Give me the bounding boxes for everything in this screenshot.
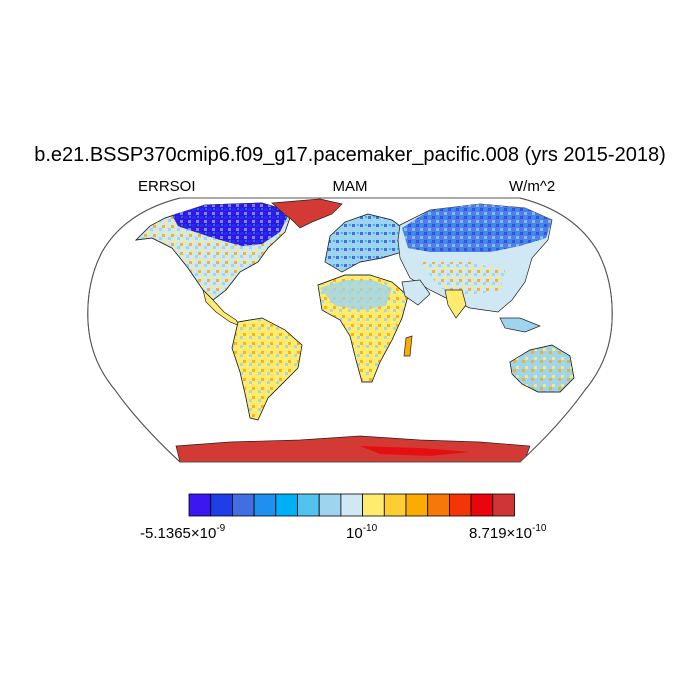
colorbar-min-label: -5.1365×10-9 [140,523,226,542]
colorbar-swatch-6 [318,493,342,517]
southeast-asia [499,317,541,333]
south-america [231,317,303,421]
colorbar-swatch-11 [427,493,450,517]
africa [317,274,409,383]
india [444,289,467,319]
colorbar-swatch-5 [297,493,320,517]
colorbar-swatch-3 [253,493,277,517]
map-title: b.e21.BSSP370cmip6.f09_g17.pacemaker_pac… [34,144,666,166]
antarctica [175,435,531,462]
europe [324,213,409,273]
australia [509,344,575,393]
colorbar-swatch-0 [188,493,212,517]
colorbar-max-label: 8.719×10-10 [469,523,547,542]
greenland [271,198,343,229]
colorbar-swatch-9 [383,493,407,517]
colorbar-swatch-12 [448,493,472,517]
madagascar [403,335,413,357]
arabia [401,279,431,306]
asia [397,203,553,313]
colorbar-mid-label: 10-10 [346,523,378,542]
variable-label: ERRSOI [138,178,196,195]
colorbar-swatch-10 [405,493,429,517]
colorbar [188,493,515,517]
colorbar-swatch-8 [362,493,385,517]
colorbar-swatch-2 [231,493,255,517]
colorbar-swatch-14 [492,493,515,517]
colorbar-swatch-4 [275,493,298,517]
colorbar-swatch-1 [210,493,233,517]
colorbar-swatch-7 [340,493,363,517]
new-zealand [579,393,591,415]
season-label: MAM [332,178,368,195]
colorbar-swatch-13 [470,493,494,517]
units-label: W/m^2 [509,178,556,195]
